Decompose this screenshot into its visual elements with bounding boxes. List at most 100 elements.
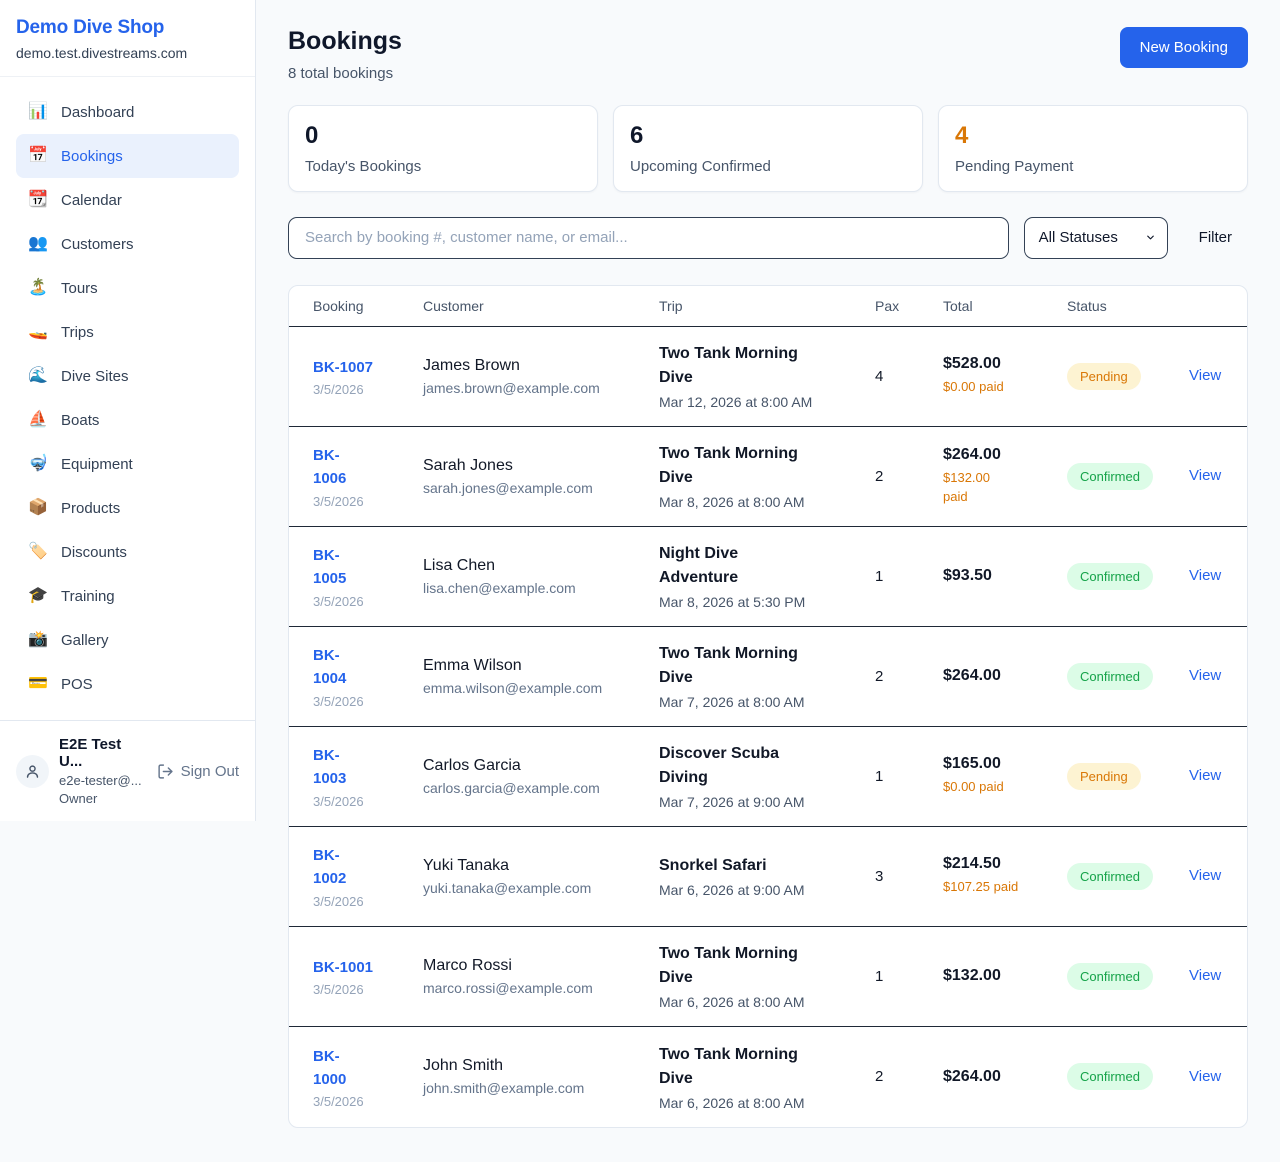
booking-id-link[interactable]: BK-1005: [313, 547, 347, 588]
booking-date: 3/5/2026: [313, 381, 364, 397]
sidebar-item-products[interactable]: 📦 Products: [16, 486, 239, 530]
booking-cell: BK-1007 3/5/2026: [313, 356, 423, 397]
sidebar-item-trips[interactable]: 🚤 Trips: [16, 310, 239, 354]
total-amount: $528.00: [943, 355, 1001, 373]
sign-out-button[interactable]: Sign Out: [157, 763, 239, 780]
trip-date: Mar 8, 2026 at 8:00 AM: [659, 494, 805, 511]
trip-date: Mar 12, 2026 at 8:00 AM: [659, 394, 813, 411]
booking-date: 3/5/2026: [313, 893, 364, 909]
calendar-icon: 📅: [28, 147, 48, 164]
bookings-table: Booking Customer Trip Pax Total Status BK-100…: [288, 284, 1248, 1128]
booking-id-link[interactable]: BK-1002: [313, 847, 347, 888]
view-link[interactable]: View: [1189, 867, 1222, 885]
pax-value: 2: [875, 667, 884, 685]
status-badge: Confirmed: [1067, 1063, 1153, 1091]
filter-button[interactable]: Filter: [1183, 229, 1248, 246]
search-input[interactable]: [288, 216, 1009, 259]
customer-email: sarah.jones@example.com: [423, 479, 593, 496]
booking-id-link[interactable]: BK-1004: [313, 647, 347, 688]
view-link[interactable]: View: [1189, 567, 1222, 585]
sign-out-icon: [158, 763, 173, 779]
sidebar-item-label: Trips: [61, 323, 94, 341]
sidebar-item-label: Discounts: [61, 543, 127, 561]
trip-cell: Snorkel Safari Mar 6, 2026 at 9:00 AM: [659, 854, 875, 898]
sidebar-item-calendar[interactable]: 📆 Calendar: [16, 178, 239, 222]
new-booking-button[interactable]: New Booking: [1119, 27, 1248, 68]
status-cell: Confirmed: [1067, 962, 1189, 990]
sidebar-item-label: Training: [61, 587, 115, 605]
trip-name: Snorkel Safari: [659, 857, 767, 875]
booking-id-link[interactable]: BK-1000: [313, 1047, 347, 1088]
brand-name: Demo Dive Shop: [16, 17, 165, 38]
table-row: BK-1006 3/5/2026 Sarah Jones sarah.jones@ex…: [289, 427, 1247, 527]
view-link[interactable]: View: [1189, 767, 1222, 785]
sidebar-item-equipment[interactable]: 🤿 Equipment: [16, 442, 239, 486]
sidebar-item-training[interactable]: 🎓 Training: [16, 574, 239, 618]
person-icon: [26, 764, 39, 778]
booking-cell: BK-1001 3/5/2026: [313, 956, 423, 997]
pax-value: 4: [875, 367, 884, 385]
table-row: BK-1003 3/5/2026 Carlos Garcia carlos.garci…: [289, 727, 1247, 827]
status-filter-select[interactable]: All Statuses: [1023, 216, 1168, 259]
sidebar-item-label: POS: [61, 675, 93, 693]
status-select-value: All Statuses: [1038, 229, 1118, 247]
bar-chart-icon: 📊: [28, 103, 48, 120]
sidebar-item-dashboard[interactable]: 📊 Dashboard: [16, 90, 239, 134]
sidebar-item-tours[interactable]: 🏝️ Tours: [16, 266, 239, 310]
speedboat-icon: 🚤: [28, 323, 48, 340]
status-cell: Confirmed: [1067, 562, 1189, 590]
total-amount: $165.00: [943, 755, 1001, 773]
booking-id-link[interactable]: BK-1001: [313, 958, 374, 976]
sidebar-item-bookings[interactable]: 📅 Bookings: [16, 134, 239, 178]
table-row: BK-1005 3/5/2026 Lisa Chen lisa.chen@exampl…: [289, 527, 1247, 627]
stat-label: Pending Payment: [955, 157, 1074, 175]
booking-id-link[interactable]: BK-1007: [313, 358, 374, 376]
sidebar-item-pos[interactable]: 💳 POS: [16, 662, 239, 706]
trip-date: Mar 8, 2026 at 5:30 PM: [659, 594, 806, 611]
booking-cell: BK-1006 3/5/2026: [313, 444, 423, 509]
sidebar-item-label: Equipment: [61, 455, 133, 473]
stat-value: 6: [630, 122, 644, 149]
total-cell: $132.00: [943, 967, 1067, 985]
column-header-booking: Booking: [313, 297, 364, 314]
trip-name: Night Dive Adventure: [659, 545, 739, 587]
sidebar-item-label: Calendar: [61, 191, 122, 209]
customer-cell: Sarah Jones sarah.jones@example.com: [423, 457, 659, 496]
view-link[interactable]: View: [1189, 967, 1222, 985]
view-link[interactable]: View: [1189, 367, 1222, 385]
status-badge: Confirmed: [1067, 462, 1153, 490]
view-link[interactable]: View: [1189, 467, 1222, 485]
paid-amount: $132.00 paid: [943, 469, 990, 504]
total-cell: $264.00: [943, 667, 1067, 685]
table-row: BK-1000 3/5/2026 John Smith john.smith@exam…: [289, 1027, 1247, 1127]
sidebar-item-customers[interactable]: 👥 Customers: [16, 222, 239, 266]
sidebar: Demo Dive Shop demo.test.divestreams.com…: [0, 0, 256, 821]
table-row: BK-1007 3/5/2026 James Brown james.brown@ex…: [289, 327, 1247, 427]
customer-name: Emma Wilson: [423, 656, 522, 674]
sidebar-item-boats[interactable]: ⛵ Boats: [16, 398, 239, 442]
stat-value: 0: [305, 122, 319, 149]
status-cell: Confirmed: [1067, 462, 1189, 490]
sidebar-item-gallery[interactable]: 📸 Gallery: [16, 618, 239, 662]
customer-email: marco.rossi@example.com: [423, 979, 593, 996]
customer-cell: Emma Wilson emma.wilson@example.com: [423, 657, 659, 696]
actions-cell: View: [1189, 1068, 1223, 1086]
avatar: [16, 754, 49, 788]
booking-id-link[interactable]: BK-1006: [313, 447, 347, 488]
booking-date: 3/5/2026: [313, 793, 364, 809]
status-cell: Confirmed: [1067, 662, 1189, 690]
view-link[interactable]: View: [1189, 1067, 1222, 1085]
booking-id-link[interactable]: BK-1003: [313, 747, 347, 788]
trip-name: Two Tank Morning Dive: [659, 945, 798, 987]
sidebar-item-dive-sites[interactable]: 🌊 Dive Sites: [16, 354, 239, 398]
graduation-cap-icon: 🎓: [28, 587, 48, 604]
sidebar-item-label: Bookings: [61, 147, 123, 165]
booking-date: 3/5/2026: [313, 693, 364, 709]
sidebar-item-discounts[interactable]: 🏷️ Discounts: [16, 530, 239, 574]
customer-name: Carlos Garcia: [423, 756, 521, 774]
view-link[interactable]: View: [1189, 667, 1222, 685]
actions-cell: View: [1189, 467, 1223, 485]
total-amount: $264.00: [943, 445, 1001, 463]
customer-cell: John Smith john.smith@example.com: [423, 1057, 659, 1096]
